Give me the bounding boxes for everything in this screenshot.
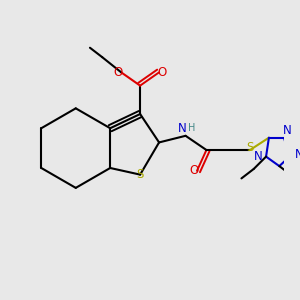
Text: O: O <box>190 164 199 177</box>
Text: H: H <box>188 123 195 133</box>
Text: O: O <box>157 66 167 79</box>
Text: N: N <box>283 124 291 136</box>
Text: S: S <box>136 168 144 181</box>
Text: N: N <box>295 148 300 161</box>
Text: N: N <box>254 150 263 163</box>
Text: N: N <box>178 122 187 135</box>
Text: S: S <box>246 141 254 154</box>
Text: O: O <box>114 66 123 79</box>
